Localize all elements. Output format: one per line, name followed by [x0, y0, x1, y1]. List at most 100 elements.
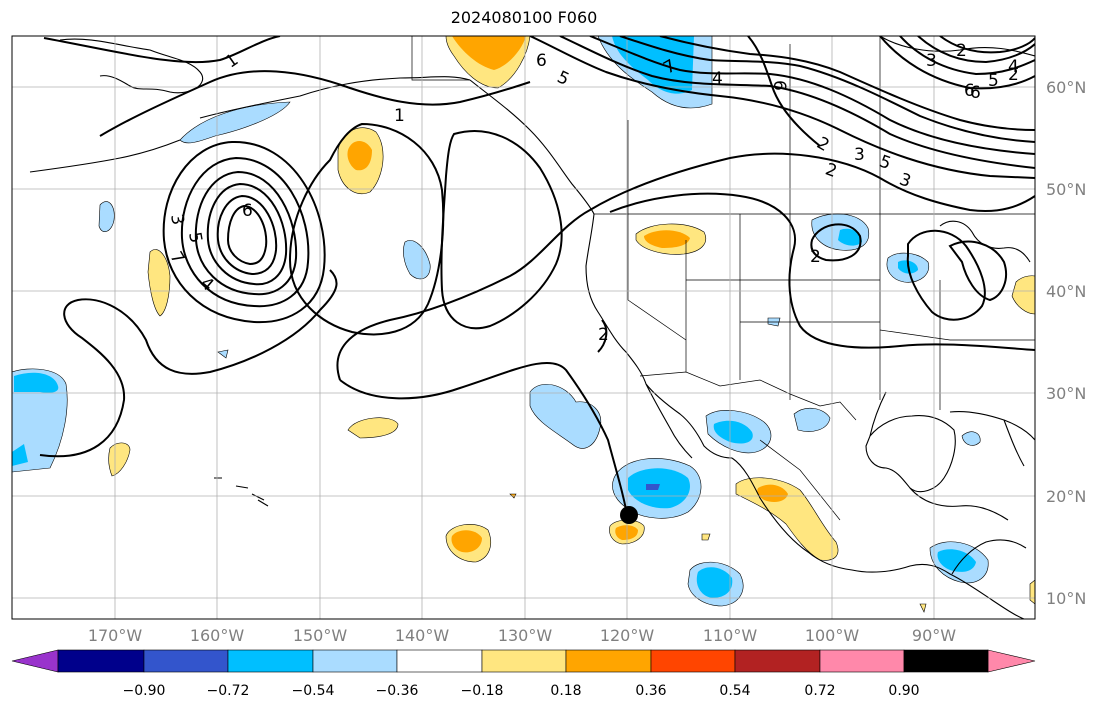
contour-label: 3 [926, 51, 937, 71]
contour-1-north [43, 36, 281, 64]
coast-florida [1003, 419, 1025, 467]
neg-area-small-west [98, 201, 115, 232]
contour-label: 5 [877, 151, 894, 173]
location-marker [620, 506, 638, 524]
coast-island-hawaii [214, 477, 269, 507]
coast-alaska [59, 38, 203, 94]
lon-label: 160°W [189, 626, 245, 645]
lon-label: 170°W [87, 626, 143, 645]
pos-area-tiny-1 [701, 533, 711, 541]
coast-bc [469, 79, 595, 215]
contour-ne-3 [917, 36, 1035, 64]
contour-label: 3 [854, 145, 865, 165]
pos-area-west [147, 249, 171, 317]
contour-north-3 [589, 36, 1035, 155]
border-us-mexico [639, 371, 857, 421]
colorbar-tick-label: −0.90 [122, 683, 166, 699]
colorbar-extend-max [987, 649, 1036, 673]
contour-outer-big [336, 152, 1035, 381]
border-state-1 [627, 214, 687, 341]
border-state-8 [879, 329, 1035, 341]
colorbar-tick-label: 0.18 [550, 683, 582, 699]
coast-central-america [951, 539, 1027, 575]
colorbar-segment [565, 649, 652, 673]
colorbar-segment [481, 649, 567, 673]
colorbar-extend-min [11, 649, 59, 673]
lat-label: 10°N [1046, 589, 1087, 608]
contour-north-5 [659, 36, 1035, 131]
colorbar-tick-label: 0.72 [804, 683, 836, 699]
neg-dark-sw-pacific [646, 484, 660, 490]
contour-label: 6 [769, 80, 789, 91]
contour-ring-3 [194, 170, 298, 296]
contour-north-4 [619, 36, 1035, 143]
contour-1-alaska [99, 70, 531, 137]
coast-texas [869, 391, 887, 437]
pos-core-rockies [644, 230, 690, 248]
contour-label: 4 [712, 69, 723, 89]
lat-label: 40°N [1046, 282, 1087, 301]
contour-label: 5 [184, 231, 206, 245]
coast-yucatan [909, 487, 1009, 521]
contour-east-pacific [440, 130, 563, 330]
colorbar-segment [903, 649, 989, 673]
contour-lines [39, 36, 1035, 521]
coastlines [29, 36, 1035, 619]
lat-label: 20°N [1046, 487, 1087, 506]
contour-north-1 [529, 36, 1035, 179]
pos-area-mexico-coast [735, 477, 839, 561]
lat-label: 60°N [1046, 78, 1087, 97]
border-alaska-canada [411, 36, 470, 81]
neg-area-gulf-mexico [961, 431, 981, 446]
contour-label: 2 [813, 133, 832, 156]
contour-ne-4 [939, 36, 1035, 54]
political-borders [411, 36, 1035, 521]
neg-core-south [696, 567, 733, 598]
neg-core-plains [838, 228, 862, 246]
colorbar-segment [734, 649, 821, 673]
contour-lakes-loop-2 [948, 240, 1008, 302]
neg-area-baja-west [529, 384, 602, 449]
lat-label: 30°N [1046, 384, 1087, 403]
coast-baja [645, 383, 733, 459]
neg-core-west-edge-2 [12, 444, 28, 466]
colorbar-tick-label: 0.90 [888, 683, 920, 699]
coast-west-us [585, 213, 647, 385]
contour-plains-small [810, 223, 862, 262]
coast-gulf-mexico [865, 415, 956, 493]
pos-area-tiny-3 [919, 603, 927, 613]
coast-baja-west [645, 383, 693, 459]
contour-ring-4 [206, 182, 288, 286]
graticule [12, 36, 1035, 619]
pos-core-south-pacific [451, 530, 482, 553]
contour-label: 5 [988, 71, 999, 91]
colorbar-tick-label: 0.54 [719, 683, 751, 699]
coast-great-lakes [939, 220, 1031, 263]
lon-label: 100°W [804, 626, 860, 645]
neg-area-alaska [179, 101, 291, 144]
contour-label: 6 [964, 81, 975, 101]
contour-big-loop [339, 361, 629, 521]
lon-label: 90°W [911, 626, 957, 645]
pos-area-pacific-mid [347, 417, 399, 439]
contour-ring-1 [162, 140, 326, 324]
lon-label: 110°W [702, 626, 758, 645]
colorbar-tick-label: −0.18 [460, 683, 504, 699]
pos-core-pacific-north [347, 141, 372, 171]
pos-area-east-edge [1011, 275, 1035, 315]
contour-label: 6 [536, 51, 547, 71]
neg-area-texas [793, 407, 831, 432]
pos-core-mexico-coast [757, 484, 788, 502]
lon-label: 140°W [394, 626, 450, 645]
coast-hudson [879, 36, 1035, 57]
neg-core-gulf-california [713, 420, 753, 444]
colorbar-tick-label: −0.54 [291, 683, 335, 699]
colorbar-segment [227, 649, 314, 673]
colorbar-segment [819, 649, 905, 673]
contour-ne-2 [899, 36, 1035, 76]
colorbar-tick-label: 0.36 [635, 683, 667, 699]
contour-label: 2 [1008, 65, 1019, 85]
map-title: 2024080100 F060 [450, 8, 598, 27]
lon-label: 120°W [599, 626, 655, 645]
contour-ring-5 [216, 194, 278, 276]
